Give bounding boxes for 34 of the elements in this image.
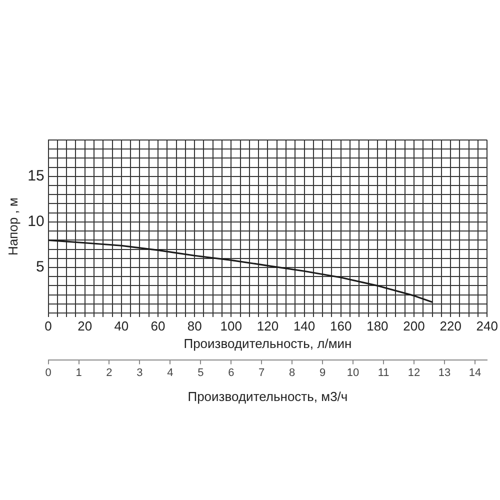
y-tick-label: 10 [28,213,44,230]
x-tick-label: 0 [44,318,52,334]
x2-tick-label: 4 [167,366,174,379]
x2-tick-label: 13 [438,366,451,379]
y-tick-label: 5 [36,258,44,276]
x-tick-label: 40 [114,318,129,334]
x-tick-label: 240 [476,318,498,334]
x-tick-label: 100 [220,318,242,334]
x2-tick-label: 12 [408,366,420,379]
x-tick-label: 80 [187,318,202,334]
x2-tick-label: 10 [346,366,360,379]
x-tick-label: 180 [366,318,388,334]
x-tick-label: 20 [78,318,92,334]
x2-tick-label: 7 [258,366,265,379]
x-tick-label: 60 [150,318,166,334]
x2-tick-label: 14 [468,366,482,379]
x2-tick-label: 9 [320,366,326,379]
x2-axis-title: Производительность, м3/ч [188,388,348,404]
y-axis-title: Напор , м [5,197,20,256]
x2-tick-label: 8 [289,366,296,379]
x2-tick-label: 3 [136,366,143,379]
x-tick-label: 220 [440,318,462,334]
x-tick-label: 160 [330,318,352,334]
x2-tick-label: 2 [106,366,112,379]
y-tick-label: 15 [28,168,44,185]
x2-tick-label: 11 [378,366,390,379]
x-tick-label: 140 [293,318,316,334]
x-tick-label: 120 [256,318,279,334]
x2-tick-label: 6 [228,366,234,379]
x2-tick-label: 0 [45,366,52,379]
x2-tick-label: 5 [198,366,204,379]
x-tick-label: 200 [403,318,425,334]
x-axis-title: Производительность, л/мин [184,336,352,351]
x2-tick-label: 1 [76,366,82,379]
